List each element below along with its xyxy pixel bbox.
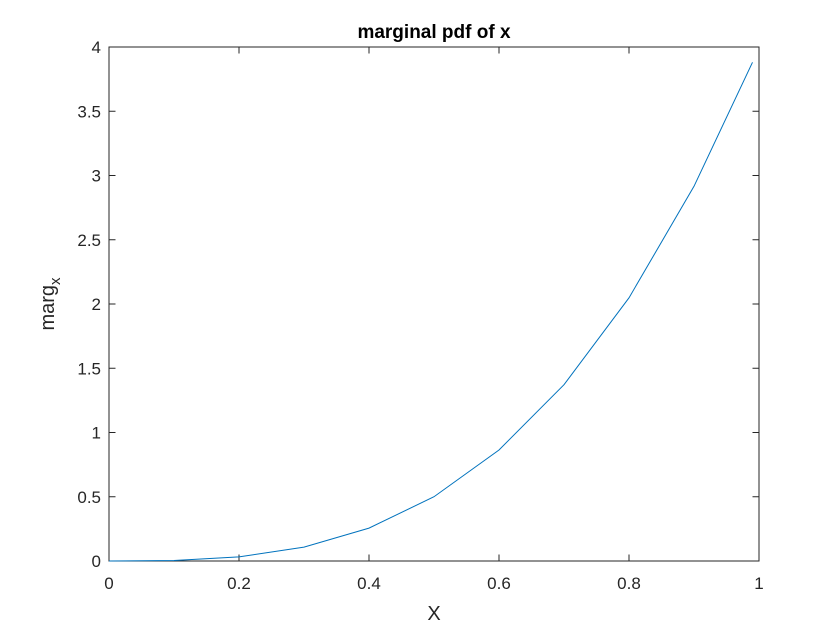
y-tick-label: 2: [92, 295, 101, 314]
x-axis: 0 0.2 0.4 0.6 0.8 1: [104, 47, 764, 593]
y-axis-label-base: marg: [37, 285, 59, 331]
y-tick-label: 1: [92, 424, 101, 443]
x-tick-label: 0.8: [617, 574, 641, 593]
y-tick-label: 3.5: [77, 102, 101, 121]
x-tick-label: 0.4: [357, 574, 381, 593]
x-tick-label: 1: [754, 574, 763, 593]
y-axis-label-subscript: x: [47, 277, 64, 285]
y-tick-label: 1.5: [77, 359, 101, 378]
plot-area: [108, 46, 760, 562]
series-line: [108, 62, 753, 562]
y-tick-label: 4: [92, 38, 101, 57]
x-axis-label: X: [427, 603, 440, 625]
chart-title: marginal pdf of x: [357, 22, 511, 43]
y-tick-label: 2.5: [77, 231, 101, 250]
x-tick-label: 0.2: [227, 574, 251, 593]
y-axis-label: margx: [37, 277, 64, 331]
series-layer: [108, 62, 753, 562]
y-tick-label: 3: [92, 167, 101, 186]
x-tick-label: 0: [104, 574, 113, 593]
y-tick-label: 0: [92, 552, 101, 571]
y-tick-label: 0.5: [77, 488, 101, 507]
x-tick-label: 0.6: [487, 574, 511, 593]
